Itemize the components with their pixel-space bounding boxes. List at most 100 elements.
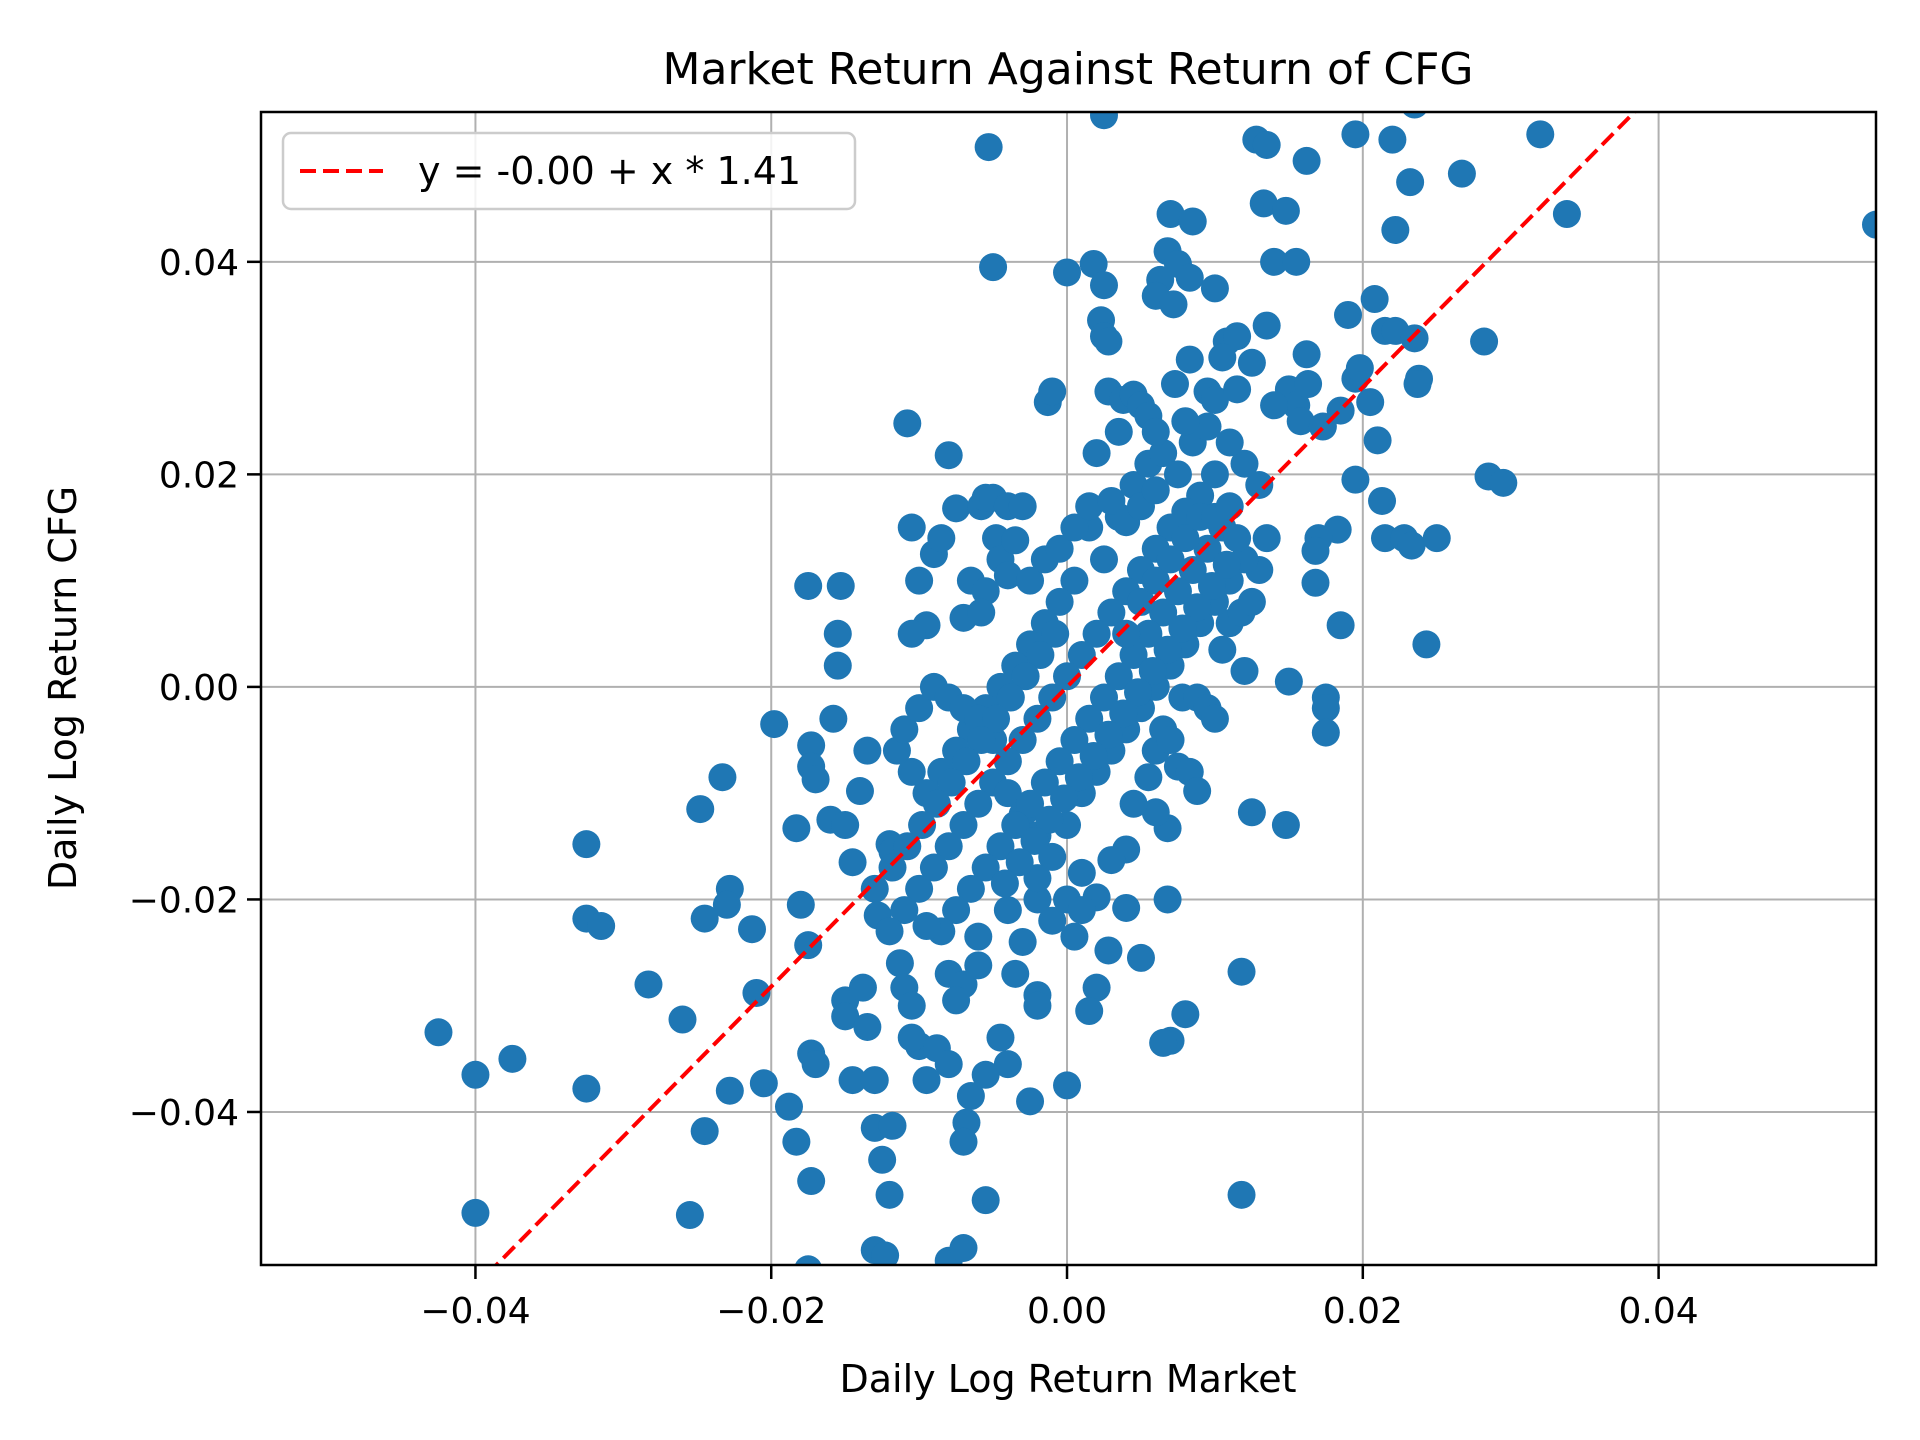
data-point xyxy=(801,1050,830,1079)
data-point xyxy=(1008,726,1037,755)
data-point xyxy=(878,853,907,882)
data-point xyxy=(905,874,934,903)
data-point xyxy=(1119,789,1148,818)
data-point xyxy=(634,970,663,999)
data-point xyxy=(1005,848,1034,877)
data-point xyxy=(1097,846,1126,875)
data-point xyxy=(826,571,855,600)
data-point xyxy=(1286,407,1315,436)
data-point xyxy=(1237,587,1266,616)
data-point xyxy=(1301,568,1330,597)
data-point xyxy=(1227,957,1256,986)
data-point xyxy=(461,1060,490,1089)
data-point xyxy=(967,726,996,755)
data-point xyxy=(823,651,852,680)
data-point xyxy=(848,973,877,1002)
data-point xyxy=(823,619,852,648)
data-point xyxy=(1141,798,1170,827)
data-point xyxy=(993,896,1022,925)
data-point xyxy=(1171,524,1200,553)
data-point xyxy=(1215,492,1244,521)
data-point xyxy=(1119,641,1148,670)
data-point xyxy=(853,736,882,765)
data-point xyxy=(1082,619,1111,648)
data-point xyxy=(942,986,971,1015)
data-point xyxy=(1149,1028,1178,1057)
data-point xyxy=(971,853,1000,882)
data-point xyxy=(1402,112,1427,119)
data-point xyxy=(956,874,985,903)
data-point xyxy=(1149,598,1178,627)
data-point xyxy=(927,524,956,553)
data-point xyxy=(908,811,937,840)
data-point xyxy=(882,736,911,765)
data-point xyxy=(1230,656,1259,685)
data-point xyxy=(1008,927,1037,956)
data-point xyxy=(1171,407,1200,436)
data-point xyxy=(1368,486,1397,515)
data-point xyxy=(675,1201,704,1230)
data-point xyxy=(1292,340,1321,369)
data-point xyxy=(1038,906,1067,935)
data-point xyxy=(1060,566,1089,595)
data-point xyxy=(905,694,934,723)
data-point xyxy=(1396,168,1425,197)
data-point xyxy=(1126,943,1155,972)
data-point xyxy=(1097,598,1126,627)
data-point xyxy=(890,715,919,744)
data-point xyxy=(1341,120,1370,149)
data-point xyxy=(1412,630,1441,659)
y-axis-label: Daily Log Return CFG xyxy=(41,486,85,890)
data-point xyxy=(1060,726,1089,755)
chart-title: Market Return Against Return of CFG xyxy=(662,44,1473,95)
data-point xyxy=(1153,635,1182,664)
data-point xyxy=(1001,526,1030,555)
data-point xyxy=(1403,370,1432,399)
y-tick-label: 0.04 xyxy=(159,243,239,284)
data-point xyxy=(1212,550,1241,579)
data-point xyxy=(971,577,1000,606)
data-point xyxy=(1001,959,1030,988)
data-point xyxy=(1171,1000,1200,1029)
data-point xyxy=(1223,322,1252,351)
legend-label: y = -0.00 + x * 1.41 xyxy=(418,149,801,193)
data-point xyxy=(949,1233,978,1262)
data-point xyxy=(1020,826,1049,855)
data-point xyxy=(1082,439,1111,468)
data-point xyxy=(986,1023,1015,1052)
plot-area xyxy=(259,110,1878,1267)
data-point xyxy=(1200,460,1229,489)
data-point xyxy=(1252,524,1281,553)
data-point xyxy=(797,1167,826,1196)
data-point xyxy=(1112,619,1141,648)
x-tick-label: −0.04 xyxy=(420,1291,530,1332)
data-point xyxy=(1271,196,1300,225)
data-point xyxy=(1045,747,1074,776)
data-point xyxy=(715,1076,744,1105)
data-point xyxy=(993,779,1022,808)
data-point xyxy=(1064,763,1093,792)
data-point xyxy=(1079,249,1108,278)
data-point xyxy=(1053,1071,1082,1100)
data-point xyxy=(993,561,1022,590)
data-point xyxy=(1356,388,1385,417)
data-point xyxy=(1001,811,1030,840)
data-point xyxy=(1067,858,1096,887)
data-point xyxy=(897,513,926,542)
data-point xyxy=(1345,354,1374,383)
data-point xyxy=(853,1012,882,1041)
data-point xyxy=(1060,513,1089,542)
data-point xyxy=(1079,741,1108,770)
data-point xyxy=(1038,683,1067,712)
axes-frame xyxy=(259,110,1878,1267)
data-point xyxy=(1023,885,1052,914)
data-point xyxy=(890,896,919,925)
data-point xyxy=(996,683,1025,712)
data-point xyxy=(1175,345,1204,374)
data-point xyxy=(819,704,848,733)
data-point xyxy=(912,1066,941,1095)
data-point xyxy=(860,874,889,903)
data-point xyxy=(897,1023,926,1052)
data-point xyxy=(668,1005,697,1034)
